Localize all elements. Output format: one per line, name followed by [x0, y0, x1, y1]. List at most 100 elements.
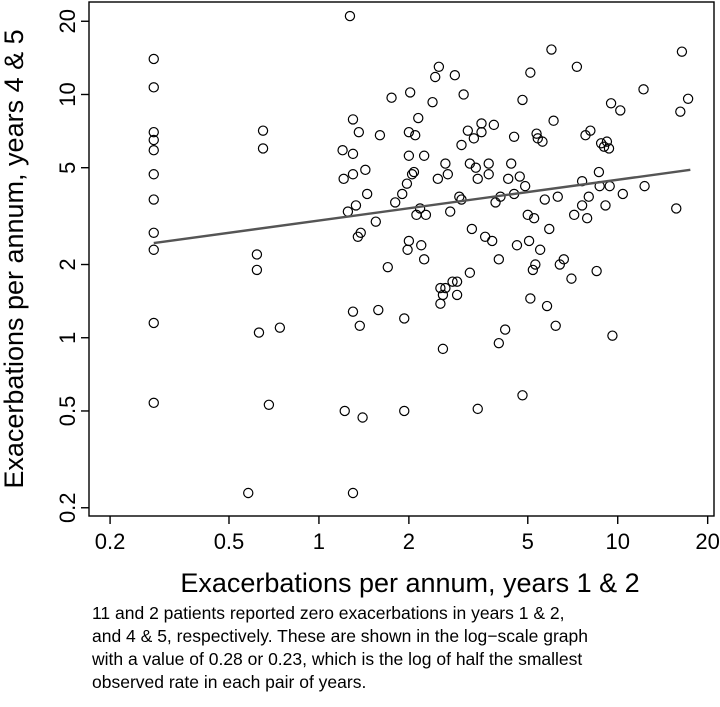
data-point — [432, 173, 444, 185]
data-points — [148, 10, 694, 499]
data-point — [456, 139, 467, 151]
data-point — [490, 197, 501, 208]
data-point — [347, 114, 359, 125]
data-point — [418, 254, 430, 265]
data-point — [339, 405, 350, 417]
data-point — [517, 390, 528, 401]
x-tick-label: 0.5 — [214, 529, 245, 554]
data-point — [404, 87, 416, 98]
data-point — [617, 188, 629, 200]
y-tick-label: 0.2 — [55, 492, 80, 523]
data-point — [676, 46, 688, 57]
data-point — [344, 10, 356, 22]
data-point — [148, 397, 159, 409]
data-point — [440, 158, 451, 169]
data-point — [639, 180, 650, 192]
data-point — [583, 191, 594, 202]
data-point — [445, 206, 456, 217]
data-point — [483, 169, 494, 180]
scatter-chart: 0.2 0.5 1 2 5 10 20 0.2 0.5 1 2 5 10 20 Exacerbation… — [0, 1, 720, 598]
data-point — [403, 126, 415, 138]
caption-line: 11 and 2 patients reported zero exacerba… — [92, 603, 565, 623]
y-tick-label: 1 — [55, 332, 80, 344]
data-point — [386, 92, 397, 103]
data-point — [558, 254, 570, 265]
data-point — [476, 126, 487, 138]
data-point — [505, 158, 517, 169]
data-point — [420, 209, 432, 221]
data-point — [342, 206, 354, 217]
data-point — [374, 130, 386, 141]
data-point — [544, 223, 555, 235]
x-tick-label: 5 — [522, 529, 534, 554]
data-point — [403, 150, 415, 161]
data-point — [251, 264, 263, 276]
data-point — [263, 399, 275, 411]
data-point — [483, 158, 494, 169]
x-tick-label: 20 — [695, 529, 719, 554]
data-point — [447, 276, 458, 287]
x-axis-label: Exacerbations per annum, years 1 & 2 — [180, 568, 639, 598]
data-point — [464, 267, 476, 278]
data-point — [347, 169, 359, 180]
data-point — [148, 126, 159, 138]
x-axis: 0.2 0.5 1 2 5 10 20 — [95, 516, 720, 554]
data-point — [410, 130, 421, 141]
data-point — [581, 213, 593, 224]
data-point — [148, 82, 159, 93]
data-point — [531, 128, 542, 139]
data-point — [638, 84, 649, 95]
data-point — [243, 487, 254, 499]
data-point — [399, 313, 410, 324]
data-point — [401, 178, 413, 189]
data-point — [148, 317, 159, 329]
data-point — [472, 173, 483, 185]
data-point — [476, 118, 487, 129]
data-point — [525, 67, 536, 78]
data-point — [338, 173, 349, 185]
caption-line: with a value of 0.28 or 0.23, which is t… — [92, 649, 583, 669]
data-point — [355, 227, 366, 239]
data-point — [370, 216, 382, 227]
data-point — [148, 194, 159, 205]
y-tick-label: 0.5 — [55, 396, 80, 427]
data-point — [600, 200, 611, 211]
data-point — [361, 188, 373, 200]
y-axis-label: Exacerbations per annum, years 4 & 5 — [0, 29, 29, 488]
data-point — [605, 98, 617, 109]
data-point — [539, 194, 550, 205]
data-point — [458, 89, 469, 100]
data-point — [576, 200, 588, 211]
figure-caption: 11 and 2 patients reported zero exacerba… — [92, 602, 714, 694]
x-tick-label: 2 — [403, 529, 415, 554]
data-point — [537, 136, 548, 147]
data-point — [253, 327, 265, 338]
data-point — [148, 53, 159, 65]
data-point — [251, 249, 263, 260]
data-point — [468, 133, 480, 144]
data-point — [523, 235, 535, 247]
data-point — [350, 200, 362, 211]
data-point — [593, 166, 605, 178]
data-point — [511, 240, 523, 251]
data-point — [517, 94, 528, 106]
data-point — [598, 141, 610, 152]
data-point — [408, 166, 420, 178]
x-tick-label: 10 — [605, 529, 629, 554]
data-point — [462, 125, 474, 136]
data-point — [347, 148, 359, 160]
data-point — [402, 244, 413, 255]
data-point — [615, 105, 626, 116]
data-point — [148, 227, 159, 239]
data-point — [603, 143, 615, 154]
regression-line — [153, 168, 691, 245]
data-point — [601, 136, 613, 147]
data-point — [440, 282, 451, 294]
data-point — [437, 343, 449, 355]
data-point — [682, 93, 694, 104]
data-point — [257, 125, 269, 136]
data-point — [546, 44, 557, 55]
data-point — [568, 209, 580, 221]
caption-line: and 4 & 5, respectively. These are shown… — [92, 626, 588, 646]
data-point — [552, 191, 563, 202]
